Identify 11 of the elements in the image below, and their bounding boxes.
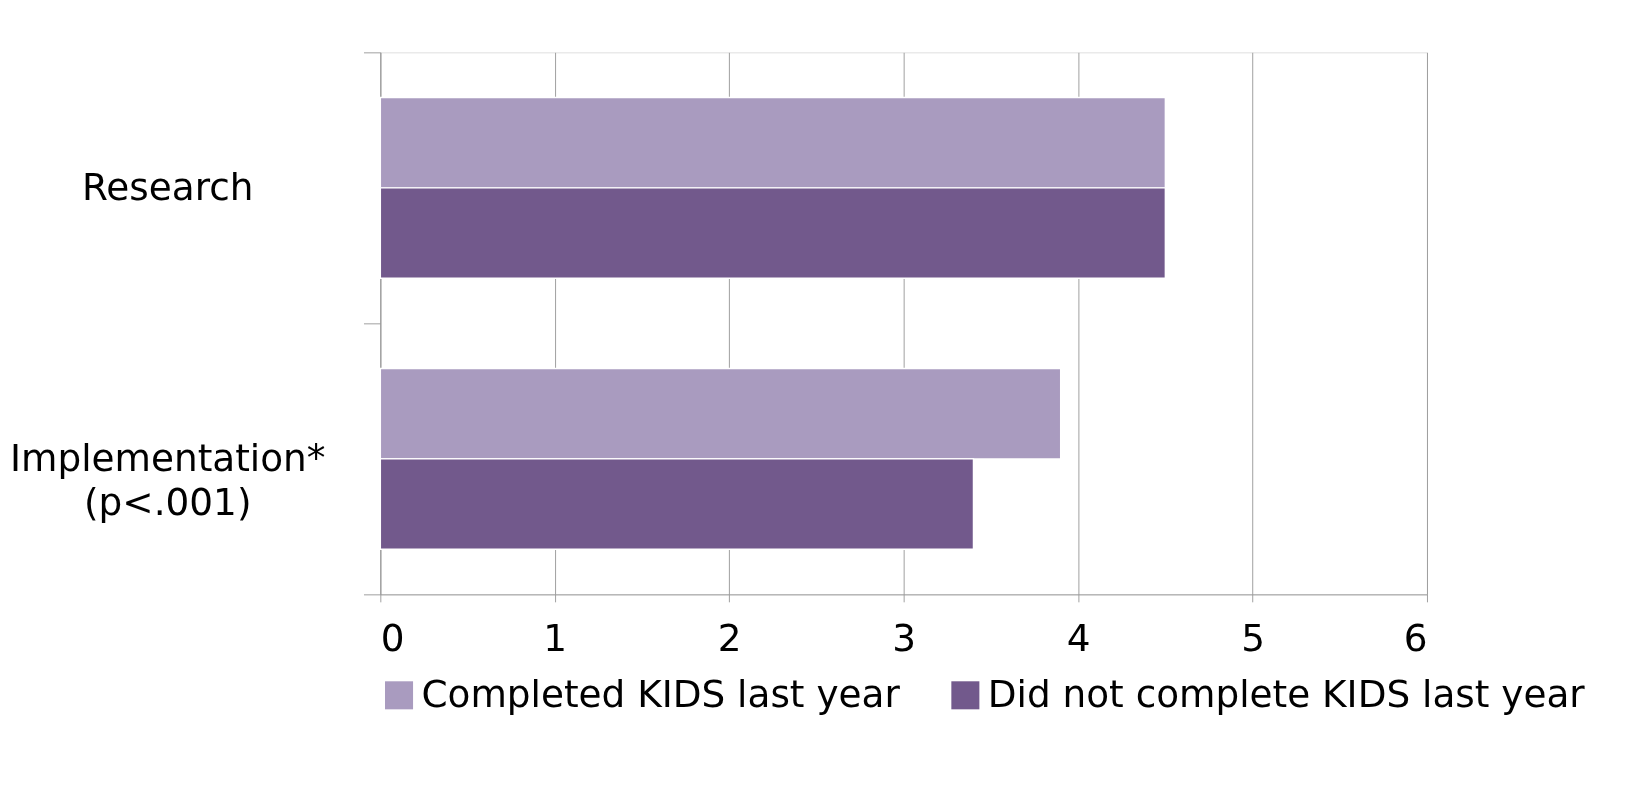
x-tick-label: 0 bbox=[380, 615, 405, 660]
x-tick-label: 1 bbox=[543, 615, 568, 660]
x-tick-label: 2 bbox=[717, 615, 742, 660]
x-tick-label: 6 bbox=[1403, 615, 1428, 660]
y-tick-label: Research bbox=[82, 164, 254, 209]
x-tick-label: 4 bbox=[1066, 615, 1091, 660]
x-tick-label: 5 bbox=[1241, 615, 1265, 660]
y-tick-label: Implementation* (p<.001) bbox=[10, 435, 326, 525]
legend-label: Completed KIDS last year bbox=[421, 671, 901, 716]
x-tick-label: 3 bbox=[892, 615, 917, 660]
legend-label: Did not complete KIDS last year bbox=[987, 671, 1586, 716]
